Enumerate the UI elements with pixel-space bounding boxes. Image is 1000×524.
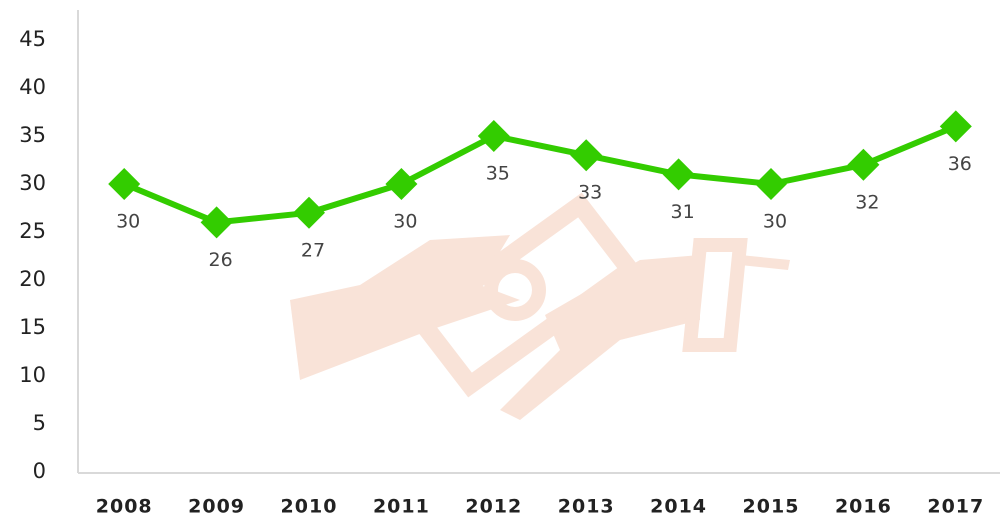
value-label: 26 — [209, 249, 233, 271]
x-tick-label: 2016 — [835, 496, 892, 518]
marker — [662, 158, 695, 191]
x-tick-label: 2013 — [558, 496, 615, 518]
line — [123, 123, 957, 226]
y-tick-label: 5 — [33, 411, 46, 435]
x-tick-label: 2015 — [743, 496, 800, 518]
value-label: 30 — [763, 211, 787, 233]
marker — [570, 139, 603, 172]
watermark — [290, 192, 790, 420]
y-tick-label: 25 — [19, 219, 46, 243]
marker — [108, 168, 141, 200]
x-tick-label: 2012 — [465, 496, 522, 518]
marker — [477, 120, 510, 152]
value-label: 30 — [393, 211, 417, 233]
y-tick-label: 0 — [33, 459, 46, 483]
x-tick-label: 2008 — [96, 496, 153, 518]
y-tick-label: 10 — [19, 363, 46, 387]
marker — [200, 206, 233, 239]
value-label: 30 — [116, 211, 140, 233]
y-tick-label: 45 — [19, 27, 46, 51]
marker — [847, 148, 880, 181]
marker — [939, 110, 972, 143]
value-label: 32 — [855, 191, 879, 213]
value-label: 31 — [671, 201, 695, 223]
value-label: 35 — [486, 163, 510, 185]
y-tick-label: 40 — [19, 75, 46, 99]
x-tick-label: 2011 — [373, 496, 430, 518]
marker — [755, 168, 787, 200]
y-tick-label: 15 — [19, 315, 46, 339]
y-tick-label: 30 — [19, 171, 46, 195]
y-tick-label: 35 — [19, 123, 46, 147]
x-tick-label: 2014 — [650, 496, 707, 518]
value-label: 27 — [301, 239, 325, 261]
x-tick-label: 2017 — [927, 496, 984, 518]
value-label: 33 — [578, 182, 602, 204]
y-tick-label: 20 — [19, 267, 46, 291]
x-tick-label: 2009 — [188, 496, 245, 518]
x-tick-label: 2010 — [281, 496, 338, 518]
marker — [293, 196, 325, 229]
value-label: 36 — [948, 153, 972, 175]
marker — [385, 168, 418, 200]
